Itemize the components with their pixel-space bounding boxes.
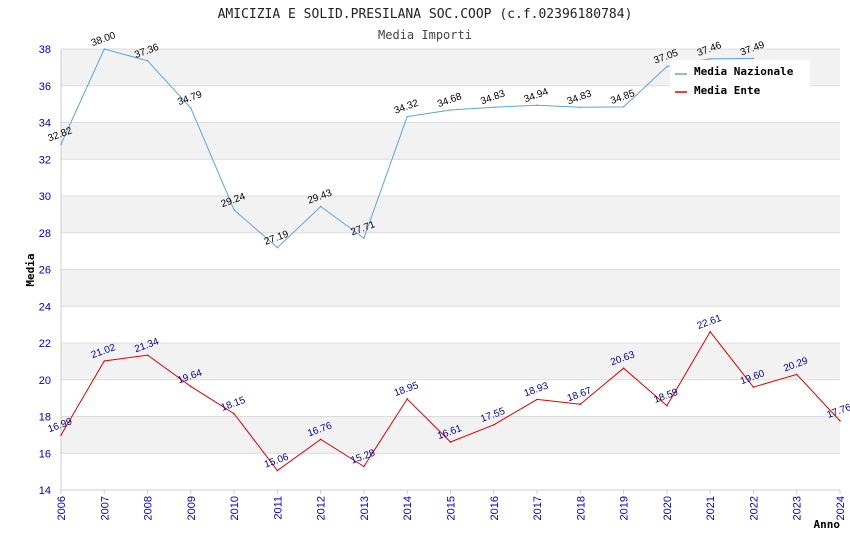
data-point: [709, 330, 711, 333]
y-tick-label: 38: [39, 44, 51, 56]
data-point: [319, 205, 322, 208]
data-label: 38.00: [90, 30, 118, 49]
data-point: [233, 209, 235, 211]
x-tick-label: 2007: [99, 496, 111, 520]
data-point: [666, 404, 668, 407]
data-point: [103, 360, 106, 362]
y-tick-label: 34: [39, 118, 51, 130]
x-axis-label: Anno: [814, 518, 841, 531]
axes: [60, 49, 841, 494]
grid-band: [61, 379, 840, 417]
legend-box: [670, 60, 810, 106]
x-tick-label: 2011: [272, 496, 284, 520]
data-point: [752, 57, 755, 60]
y-tick-label: 20: [39, 375, 51, 387]
data-point: [449, 441, 452, 443]
data-point: [146, 354, 149, 356]
legend-label-ente: Media Ente: [694, 84, 761, 97]
y-tick-label: 30: [39, 191, 51, 203]
legend: Media Nazionale Media Ente: [670, 60, 810, 106]
data-point: [363, 237, 365, 239]
x-tick-label: 2024: [835, 496, 847, 520]
data-point: [536, 104, 538, 107]
y-tick-label: 28: [39, 228, 51, 240]
data-point: [579, 106, 582, 109]
x-tick-label: 2008: [143, 496, 155, 520]
data-point: [190, 385, 192, 388]
data-point: [536, 398, 538, 401]
data-point: [363, 465, 365, 468]
x-tick-label: 2015: [446, 496, 458, 520]
data-point: [60, 143, 62, 145]
grid-band: [61, 196, 840, 233]
x-tick-label: 2013: [359, 496, 371, 520]
grid-band: [61, 159, 840, 196]
data-point: [492, 106, 495, 109]
legend-label-nazionale: Media Nazionale: [694, 65, 794, 78]
data-point: [709, 58, 711, 60]
data-point: [622, 106, 625, 108]
data-point: [622, 367, 625, 369]
grid-band: [61, 269, 840, 307]
x-tick-label: 2021: [705, 496, 717, 520]
x-tick-label: 2020: [662, 496, 674, 520]
data-point: [752, 386, 755, 388]
y-tick-label: 36: [39, 81, 51, 93]
grid-bands: [61, 49, 840, 490]
grid-band: [61, 453, 840, 490]
y-tick-label: 18: [39, 412, 51, 424]
grid-band: [61, 122, 840, 160]
data-point: [579, 403, 582, 405]
x-tick-label: 2012: [316, 496, 328, 520]
x-tick-label: 2017: [532, 496, 544, 520]
grid-band: [61, 306, 840, 343]
y-tick-label: 32: [39, 154, 51, 166]
data-point: [233, 412, 235, 415]
chart-title: AMICIZIA E SOLID.PRESILANA SOC.COOP (c.f…: [218, 7, 633, 22]
x-tick-label: 2014: [402, 496, 414, 520]
x-tick-label: 2006: [56, 496, 68, 520]
data-point: [319, 438, 322, 441]
grid-band: [61, 343, 840, 380]
y-tick-label: 14: [39, 485, 51, 497]
data-point: [449, 109, 452, 111]
y-tick-label: 26: [39, 265, 51, 277]
y-axis-label: Media: [24, 253, 37, 286]
data-point: [60, 434, 62, 436]
x-tick-labels: 2006 2007 2008 2009 2010 2011 2012 2013 2014 2015…: [56, 496, 847, 520]
data-point: [666, 65, 668, 68]
grid-band: [61, 416, 840, 454]
grid-band: [61, 232, 840, 270]
y-tick-label: 24: [39, 301, 51, 313]
y-tick-labels: 14 16 18 20 22 24 26 28 30 32 34 36 38: [39, 44, 51, 497]
data-point: [406, 115, 409, 118]
x-tick-label: 2022: [748, 496, 760, 520]
x-tick-label: 2009: [186, 496, 198, 520]
data-point: [492, 423, 495, 426]
x-tick-label: 2016: [489, 496, 501, 520]
y-tick-label: 22: [39, 338, 51, 350]
data-point: [276, 469, 279, 472]
chart-subtitle: Media Importi: [378, 28, 472, 42]
x-tick-label: 2018: [575, 496, 587, 520]
x-tick-label: 2010: [229, 496, 241, 520]
data-point: [406, 398, 409, 400]
series-lines: [60, 48, 841, 472]
y-tick-label: 16: [39, 448, 51, 460]
data-point: [190, 107, 192, 109]
data-point: [839, 420, 841, 422]
data-point: [276, 246, 279, 249]
data-point: [795, 373, 798, 376]
data-point: [103, 48, 106, 50]
x-tick-label: 2023: [792, 496, 804, 520]
x-tick-label: 2019: [619, 496, 631, 520]
data-point: [146, 59, 149, 62]
